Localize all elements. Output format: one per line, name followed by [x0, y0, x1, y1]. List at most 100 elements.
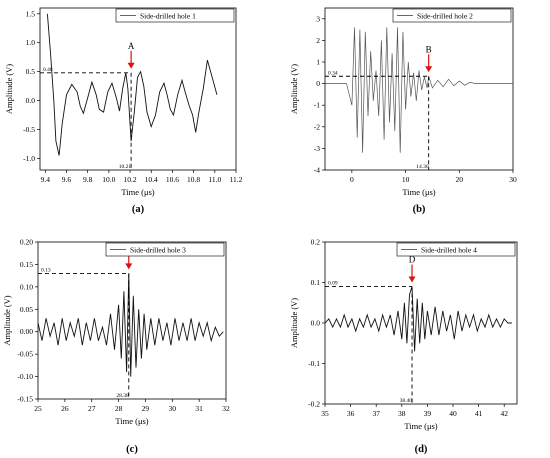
y-tick-label: -0.15 — [17, 395, 33, 404]
marker-x-value: 14.30 — [416, 164, 429, 170]
y-tick-label: 0.0 — [26, 96, 36, 105]
y-tick-label: -4 — [314, 166, 320, 175]
x-tick-label: 11.2 — [230, 175, 243, 184]
series-line — [325, 286, 512, 352]
y-tick-label: 1 — [316, 58, 320, 67]
legend-box — [105, 242, 225, 257]
x-tick-label: 32 — [222, 404, 230, 413]
x-tick-label: 10.6 — [166, 175, 179, 184]
series-line — [325, 27, 513, 153]
y-tick-label: -0.05 — [17, 350, 33, 359]
legend-box — [115, 8, 235, 23]
x-tick-label: 37 — [372, 409, 380, 418]
chart-panel-c: 25 26 27 28 29 30 31 32 -0.15 -0.10 -0.05 0.00 0.05 0… — [2, 238, 230, 456]
panel-caption: (d) — [415, 444, 428, 455]
marker-letter: A — [128, 41, 135, 51]
x-tick-label: 36 — [347, 409, 355, 418]
y-tick-label: -1 — [314, 101, 320, 110]
chart-panel-a: 9.4 9.6 9.8 10.0 10.2 10.4 10.6 10.8 11.0 11.2 -1.… — [4, 7, 243, 215]
x-tick-label: 10.2 — [123, 175, 136, 184]
marker-arrow-head-icon — [425, 66, 433, 73]
plot-frame — [37, 241, 227, 400]
panel-caption: (c) — [126, 444, 138, 455]
legend-box — [392, 8, 512, 23]
y-tick-label: -0.10 — [17, 372, 33, 381]
x-tick-label: 26 — [61, 404, 69, 413]
x-tick-label: 10 — [402, 175, 410, 184]
marker-y-value: 0.34 — [328, 70, 338, 76]
y-tick-label: 0.1 — [311, 278, 321, 287]
x-tick-label: 10.8 — [187, 175, 200, 184]
y-tick-label: -3 — [314, 144, 320, 153]
x-tick-label: 25 — [34, 404, 42, 413]
y-axis-label: Amplitude (V) — [4, 64, 14, 114]
y-tick-label: 0.0 — [311, 319, 321, 328]
plot-frame — [39, 7, 237, 171]
marker-y-value: 0.48 — [43, 67, 53, 73]
x-tick-label: 40 — [449, 409, 457, 418]
x-tick-label: 9.6 — [62, 175, 72, 184]
y-tick-label: -1.0 — [23, 154, 35, 163]
y-tick-label: -2 — [314, 122, 320, 131]
y-tick-label: 0 — [316, 79, 320, 88]
y-tick-label: 1.5 — [26, 9, 36, 18]
y-tick-label: 2 — [316, 36, 320, 45]
y-tick-label: 0.00 — [20, 327, 33, 336]
x-tick-label: 42 — [500, 409, 508, 418]
panel-caption: (a) — [132, 204, 145, 215]
marker-arrow-head-icon — [127, 62, 135, 69]
x-tick-label: 41 — [475, 409, 483, 418]
x-tick-label: 29 — [142, 404, 150, 413]
series-line — [46, 13, 218, 156]
y-tick-label: 0.2 — [311, 238, 321, 247]
x-axis-label: Time (μs) — [115, 416, 148, 426]
marker-x-value: 10.21 — [119, 164, 132, 170]
y-tick-label: -0.1 — [308, 359, 320, 368]
panel-caption: (b) — [413, 204, 426, 215]
legend-box — [396, 242, 516, 257]
marker-y-value: 0.09 — [328, 281, 338, 287]
chart-panel-b: 0 10 20 30 -4 -3 -2 -1 0 1 2 3 Time (μs) Amplitude (V… — [289, 7, 517, 215]
series-line — [38, 273, 224, 377]
y-tick-label: 0.5 — [26, 67, 36, 76]
x-tick-label: 31 — [195, 404, 203, 413]
marker-x-value: 38.40 — [400, 398, 413, 404]
x-tick-label: 10.4 — [145, 175, 158, 184]
legend-label: Side-drilled hole 1 — [140, 12, 196, 21]
x-tick-label: 20 — [456, 175, 464, 184]
marker-x-value: 28.38 — [116, 393, 129, 399]
y-axis-label: Amplitude (V) — [289, 64, 299, 114]
x-tick-label: 10.0 — [102, 175, 115, 184]
x-tick-label: 38 — [398, 409, 406, 418]
marker-letter: B — [426, 44, 432, 54]
y-tick-label: 0.15 — [20, 260, 33, 269]
marker-arrow-head-icon — [125, 263, 133, 270]
y-axis-label: Amplitude (V) — [289, 298, 299, 348]
x-tick-label: 27 — [88, 404, 96, 413]
y-tick-label: 0.10 — [20, 282, 33, 291]
legend-label: Side-drilled hole 4 — [421, 246, 477, 255]
chart-panel-d: 35 36 37 38 39 40 41 42 -0.2 -0.1 0.0 0.1 0.2 Time (μ… — [289, 238, 518, 455]
marker-y-value: 0.13 — [41, 267, 51, 273]
x-axis-label: Time (μs) — [404, 421, 437, 431]
marker-letter: D — [409, 255, 416, 265]
x-tick-label: 9.8 — [83, 175, 93, 184]
x-axis-label: Time (μs) — [121, 187, 154, 197]
x-tick-label: 35 — [321, 409, 329, 418]
x-tick-label: 0 — [350, 175, 354, 184]
plot-frame — [324, 7, 514, 171]
x-tick-label: 9.4 — [41, 175, 51, 184]
y-tick-label: 3 — [316, 14, 320, 23]
legend-label: Side-drilled hole 3 — [130, 246, 186, 255]
x-tick-label: 30 — [169, 404, 177, 413]
x-tick-label: 28 — [115, 404, 123, 413]
x-tick-label: 30 — [509, 175, 517, 184]
x-axis-label: Time (μs) — [402, 187, 435, 197]
x-tick-label: 11.0 — [208, 175, 221, 184]
marker-arrow-head-icon — [408, 276, 416, 283]
x-tick-label: 39 — [424, 409, 432, 418]
y-tick-label: 0.05 — [20, 305, 33, 314]
y-tick-label: 1.0 — [26, 38, 36, 47]
y-tick-label: 0.20 — [20, 238, 33, 247]
